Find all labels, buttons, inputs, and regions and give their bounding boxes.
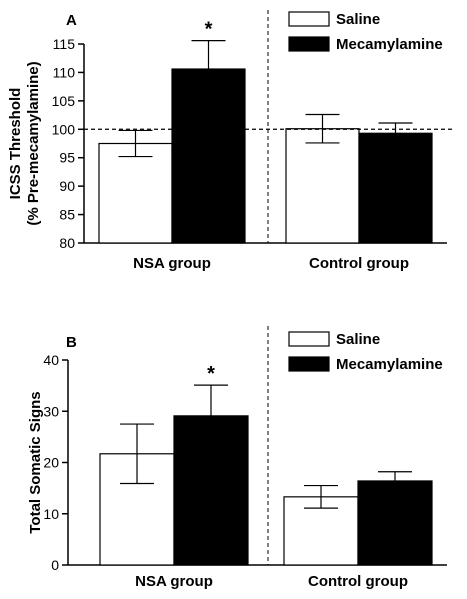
legend-label: Saline bbox=[336, 11, 380, 28]
y-axis-label: (% Pre-mecamylamine) bbox=[25, 61, 42, 225]
y-tick-label: 0 bbox=[51, 557, 59, 573]
legend-label: Mecamylamine bbox=[336, 36, 443, 53]
legend-swatch-mecamylamine bbox=[288, 356, 330, 372]
legend-label: Saline bbox=[336, 331, 380, 348]
panel-letter: A bbox=[66, 12, 77, 29]
x-category-label: Control group bbox=[308, 573, 408, 590]
y-tick-label: 20 bbox=[43, 455, 59, 471]
chart-panel-b: B Total Somatic Signs 0 10 20 30 40 NSA group Co… bbox=[27, 326, 447, 590]
bar-saline-1 bbox=[285, 128, 360, 244]
significance-star: * bbox=[207, 363, 215, 385]
bar-mecamylamine-0 bbox=[173, 415, 249, 566]
significance-star: * bbox=[205, 19, 213, 41]
x-category-label: NSA group bbox=[133, 255, 211, 272]
y-tick-label: 115 bbox=[53, 36, 76, 52]
legend-label: Mecamylamine bbox=[336, 356, 443, 373]
x-category-label: Control group bbox=[309, 255, 409, 272]
legend-swatch-saline bbox=[288, 11, 330, 27]
legend-swatch-mecamylamine bbox=[288, 36, 330, 52]
x-category-label: NSA group bbox=[135, 573, 213, 590]
y-tick-label: 105 bbox=[52, 93, 76, 109]
y-tick-label: 30 bbox=[43, 403, 59, 419]
y-axis-label: Total Somatic Signs bbox=[27, 391, 44, 533]
y-tick-label: 100 bbox=[52, 121, 76, 137]
y-tick-label: 95 bbox=[59, 150, 75, 166]
legend-swatch-saline bbox=[288, 331, 330, 347]
y-tick-label: 80 bbox=[59, 235, 75, 251]
bar-mecamylamine-1 bbox=[358, 132, 433, 244]
bar-saline-0 bbox=[98, 142, 173, 244]
y-tick-label: 40 bbox=[43, 352, 59, 368]
chart-panel-a: A ICSS Threshold (% Pre-mecamylamine) 80 85 9… bbox=[7, 10, 455, 272]
y-tick-label: 10 bbox=[43, 506, 59, 522]
bar-mecamylamine-0 bbox=[171, 68, 246, 244]
y-tick-label: 110 bbox=[53, 64, 76, 80]
y-tick-label: 85 bbox=[59, 207, 75, 223]
panel-letter: B bbox=[66, 334, 77, 351]
y-axis-label: ICSS Threshold bbox=[7, 88, 24, 200]
y-tick-label: 90 bbox=[59, 178, 75, 194]
bar-mecamylamine-1 bbox=[357, 480, 433, 566]
